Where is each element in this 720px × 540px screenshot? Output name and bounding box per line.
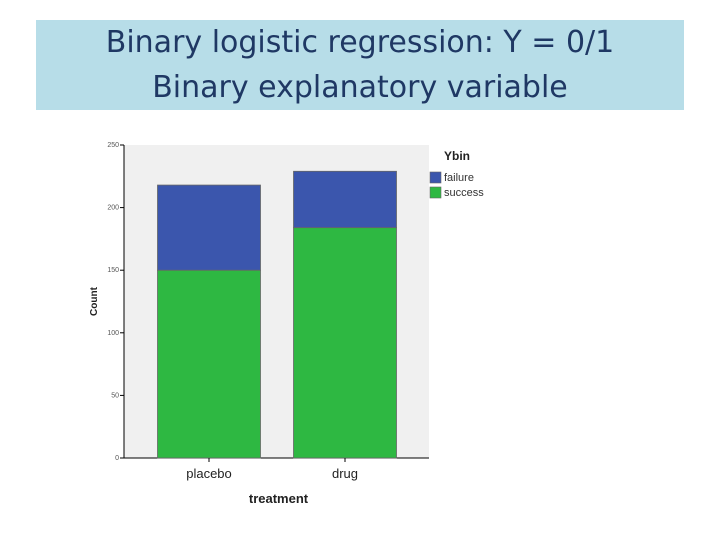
x-axis-label: treatment bbox=[249, 491, 309, 506]
bar-drug-failure bbox=[293, 170, 397, 229]
x-tick-label-drug: drug bbox=[332, 466, 358, 481]
bar-drug-success bbox=[293, 227, 397, 459]
legend-swatch-failure bbox=[429, 171, 442, 184]
y-tick-label: 250 bbox=[107, 142, 119, 149]
legend-title: Ybin bbox=[444, 149, 470, 163]
y-tick-label: 150 bbox=[107, 267, 119, 274]
legend-swatch-success bbox=[429, 186, 442, 199]
y-tick-label: 200 bbox=[107, 205, 119, 212]
y-tick-label: 100 bbox=[107, 330, 119, 337]
bar-placebo-failure bbox=[157, 184, 261, 271]
legend-label-success: success bbox=[444, 187, 484, 199]
slide-title-line-2: Binary explanatory variable bbox=[152, 70, 568, 105]
legend-label-failure: failure bbox=[444, 172, 474, 184]
x-tick-label-placebo: placebo bbox=[186, 466, 232, 481]
y-axis-label: Count bbox=[89, 286, 100, 316]
slide-title: Binary logistic regression: Y = 0/1 Bina… bbox=[36, 20, 684, 110]
bar-placebo-success bbox=[157, 269, 261, 459]
y-tick-label: 0 bbox=[115, 455, 119, 462]
slide-title-line-1: Binary logistic regression: Y = 0/1 bbox=[105, 25, 615, 60]
y-tick-label: 50 bbox=[111, 392, 119, 399]
